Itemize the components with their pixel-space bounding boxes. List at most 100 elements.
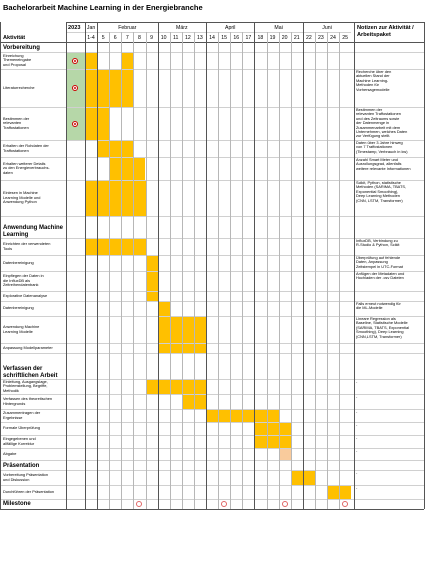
grid-line: [109, 32, 111, 509]
week-label: 22: [305, 35, 312, 41]
milestone-icon: [221, 501, 228, 507]
grid-line: [424, 22, 425, 509]
task-note: Lineare Regression als Baseline, Statist…: [356, 316, 410, 339]
grid-line: [157, 22, 159, 509]
grid-line: [0, 343, 424, 344]
gantt-bar[interactable]: [145, 272, 158, 291]
task-label: Datenbereinigung: [3, 259, 34, 265]
gantt-bar[interactable]: [109, 158, 146, 180]
week-label: 8: [137, 35, 141, 41]
gantt-bar[interactable]: [97, 141, 134, 157]
gantt-bar[interactable]: [278, 449, 291, 460]
target-icon: [72, 85, 78, 91]
grid-line: [0, 69, 424, 70]
grid-line: [0, 379, 424, 380]
grid-line: [218, 32, 220, 509]
section-heading: Vorbereitung: [3, 45, 40, 51]
grid-line: [266, 32, 268, 509]
grid-line: [0, 238, 424, 239]
grid-line: [0, 42, 424, 43]
week-label: 13: [197, 35, 203, 41]
section-heading: Verfassen der schriftlichen Arbeit: [3, 366, 58, 379]
grid-line: [0, 409, 424, 410]
activity-column-header: Aktivität: [3, 35, 26, 41]
grid-line: [339, 32, 341, 509]
task-note: -: [356, 394, 358, 399]
grid-line: [97, 22, 99, 509]
grid-line: [314, 32, 316, 509]
task-note: Anzahl Smart Meter und Ausrollungsgrad, …: [356, 157, 411, 171]
week-label: 18: [257, 35, 264, 41]
grid-line: [254, 22, 256, 509]
week-label: 12: [184, 35, 191, 41]
gantt-bar[interactable]: [157, 302, 170, 316]
grid-line: [0, 216, 424, 217]
week-label: 23: [318, 35, 324, 41]
grid-line: [0, 460, 424, 461]
task-label: Anpassung Modellparameter: [3, 344, 53, 350]
task-note: Falls erneut notwendig für die ML-Modell…: [356, 301, 401, 311]
grid-line: [0, 157, 424, 158]
milestone-icon: [342, 501, 349, 507]
gantt-bar[interactable]: [157, 317, 206, 343]
grid-line: [327, 32, 328, 509]
grid-line: [0, 499, 424, 500]
week-label: 11: [173, 35, 179, 41]
gantt-bar[interactable]: [157, 344, 206, 353]
grid-line: [66, 22, 424, 23]
task-label: Durchführen der Präsentation: [3, 488, 55, 494]
grid-line: [0, 470, 424, 471]
gantt-bar[interactable]: [145, 292, 158, 301]
gantt-bar[interactable]: [254, 436, 291, 448]
task-label: Formale Überprüfung: [3, 425, 40, 431]
grid-line: [0, 448, 424, 449]
week-label: 14: [209, 35, 215, 41]
task-note: -: [356, 422, 358, 427]
grid-line: [0, 422, 424, 423]
task-label: Literaturrecherche: [3, 84, 35, 90]
grid-line: [230, 32, 232, 509]
grid-line: [85, 22, 86, 509]
grid-line: [0, 394, 424, 395]
gantt-bar[interactable]: [145, 256, 158, 271]
week-label: 24: [330, 35, 336, 41]
week-label: 1-4: [87, 35, 95, 41]
grid-line: [0, 291, 424, 292]
section-heading: Anwendung Machine Learning: [3, 225, 63, 238]
grid-line: [242, 32, 244, 509]
grid-line: [145, 32, 147, 509]
task-note: -: [356, 409, 358, 414]
gantt-bar[interactable]: [254, 423, 291, 435]
task-note: Recherche über den aktuellen Stand der M…: [356, 69, 392, 92]
task-label: Einlesen in Machine Learning Modelle und…: [3, 190, 41, 205]
month-label: Juni: [322, 25, 332, 31]
grid-line: [0, 301, 424, 302]
grid-line: [193, 32, 195, 509]
page-title: Bachelorarbeit Machine Learning in der E…: [3, 3, 203, 12]
task-label: Einrichten der verwendeten Tools: [3, 241, 51, 251]
grid-line: [0, 180, 424, 181]
gantt-bar[interactable]: [121, 53, 134, 69]
gantt-bar[interactable]: [145, 380, 206, 394]
grid-line: [0, 509, 424, 510]
gantt-bar[interactable]: [85, 239, 146, 255]
gantt-bar[interactable]: [290, 471, 315, 485]
week-label: 17: [245, 35, 252, 41]
milestone-icon: [281, 501, 288, 507]
grid-line: [290, 32, 292, 509]
month-label: Jan: [86, 25, 96, 31]
task-note: Anfügen der Metadaten und Hochladen der …: [356, 271, 405, 281]
gantt-bar[interactable]: [85, 181, 146, 216]
week-label: 6: [113, 35, 117, 41]
task-label: Einleitung, Ausgangslage, Problemstellun…: [3, 379, 48, 393]
task-label: Vorbereitung Präsentation und Diskussion: [3, 472, 48, 482]
grid-line: [278, 32, 280, 509]
task-label: Abgabe: [3, 450, 17, 456]
task-note: Scikit, Python, statistische Methoden (S…: [356, 180, 407, 203]
grid-line: [0, 255, 424, 256]
task-label: Einreichung Themeneingabe und Proposal: [3, 52, 32, 67]
grid-line: [0, 485, 424, 486]
grid-line: [0, 52, 424, 53]
gantt-bar[interactable]: [85, 53, 98, 69]
